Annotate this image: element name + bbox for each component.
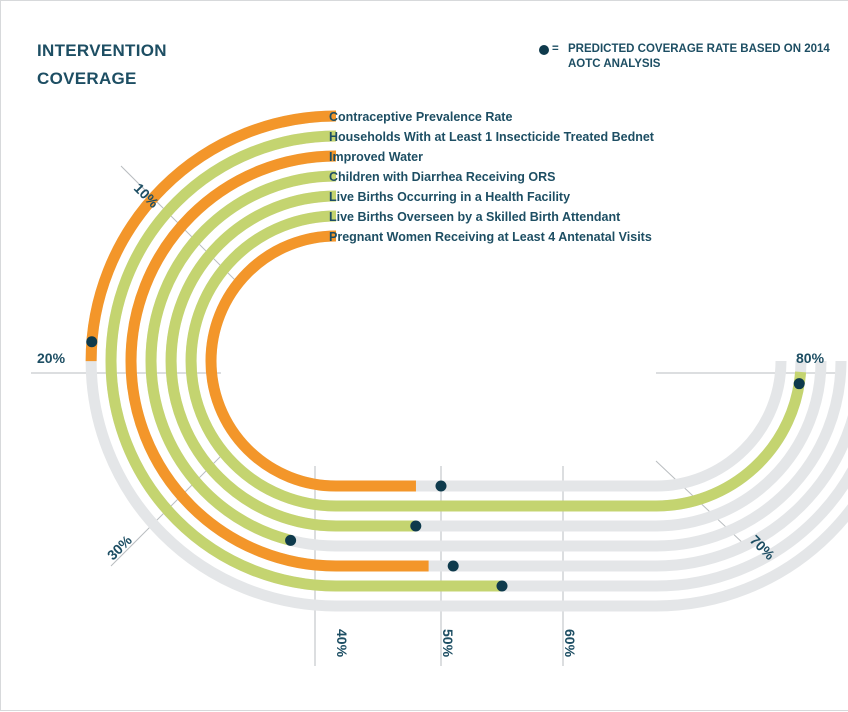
series-label: Live Births Occurring in a Health Facili… — [329, 190, 570, 204]
track-value-bar — [185, 210, 807, 512]
tracks — [85, 110, 848, 612]
track-value-bar — [125, 150, 848, 572]
track-background — [185, 210, 807, 512]
series-label: Children with Diarrhea Receiving ORS — [329, 170, 555, 184]
axis-tick-label: 60% — [562, 629, 578, 658]
predicted-dot — [793, 378, 805, 390]
predicted-dot — [410, 520, 422, 532]
track-value-bar — [105, 130, 848, 592]
predicted-dot — [435, 480, 447, 492]
axis-tick-label: 30% — [104, 532, 136, 564]
axis-tick-label: 80% — [796, 350, 825, 366]
chart-title: INTERVENTION COVERAGE — [37, 41, 167, 88]
predicted-dot — [496, 580, 508, 592]
series-label: Improved Water — [329, 150, 423, 164]
series-label: Contraceptive Prevalence Rate — [329, 110, 512, 124]
legend-text: PREDICTED COVERAGE RATE BASED ON 2014 AO… — [568, 43, 830, 70]
series-label: Live Births Overseen by a Skilled Birth … — [329, 210, 621, 224]
predicted-markers — [86, 336, 805, 592]
legend-dot-marker — [539, 45, 549, 55]
track-value-bar — [145, 170, 847, 552]
track-value-bar — [205, 230, 787, 492]
series-label: Pregnant Women Receiving at Least 4 Ante… — [329, 230, 652, 244]
axis-tick-label: 40% — [334, 629, 350, 658]
series-labels: Contraceptive Prevalence Rate Households … — [329, 110, 655, 244]
track-value-bar — [85, 110, 848, 612]
track-background — [165, 190, 827, 532]
predicted-dot — [285, 534, 297, 546]
axis-tick-label: 20% — [37, 350, 66, 366]
track-background — [205, 230, 787, 492]
track-value-bar — [165, 190, 827, 532]
series-label: Households With at Least 1 Insecticide T… — [329, 130, 655, 144]
legend-equals: = — [552, 43, 559, 55]
axis-tick-label: 10% — [131, 180, 163, 212]
axis-tick-label: 50% — [440, 629, 456, 658]
predicted-dot — [447, 560, 459, 572]
predicted-dot — [86, 336, 98, 348]
